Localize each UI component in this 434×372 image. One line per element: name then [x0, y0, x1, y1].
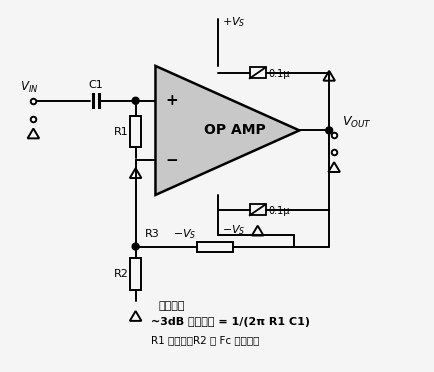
- Text: ~3dB 输入宽带 = 1/(2π R1 C1): ~3dB 输入宽带 = 1/(2π R1 C1): [150, 317, 309, 327]
- Text: 计算公式: 计算公式: [158, 301, 184, 311]
- Text: $-V_S$: $-V_S$: [173, 227, 197, 241]
- Text: $V_{IN}$: $V_{IN}$: [20, 80, 39, 95]
- Text: $V_{OUT}$: $V_{OUT}$: [341, 115, 371, 130]
- Bar: [197, 241, 232, 251]
- Bar: [130, 116, 141, 147]
- Text: +: +: [164, 93, 178, 108]
- Bar: [130, 258, 141, 290]
- Text: $-V_S$: $-V_S$: [221, 223, 245, 237]
- Bar: [249, 67, 265, 78]
- Text: R3: R3: [145, 229, 160, 239]
- Polygon shape: [155, 66, 299, 195]
- Text: R2: R2: [114, 269, 129, 279]
- Text: OP AMP: OP AMP: [204, 124, 266, 137]
- Bar: [249, 204, 265, 215]
- Text: 0.1μ: 0.1μ: [268, 69, 289, 79]
- Text: $+V_S$: $+V_S$: [221, 15, 245, 29]
- Circle shape: [325, 127, 332, 134]
- Text: −: −: [164, 153, 178, 168]
- Text: 0.1μ: 0.1μ: [268, 206, 289, 216]
- Text: C1: C1: [89, 80, 103, 90]
- Text: R1 一般等于R2 和 Fc 的平均值: R1 一般等于R2 和 Fc 的平均值: [150, 335, 258, 345]
- Circle shape: [132, 243, 139, 250]
- Text: R1: R1: [114, 126, 129, 137]
- Circle shape: [132, 97, 139, 104]
